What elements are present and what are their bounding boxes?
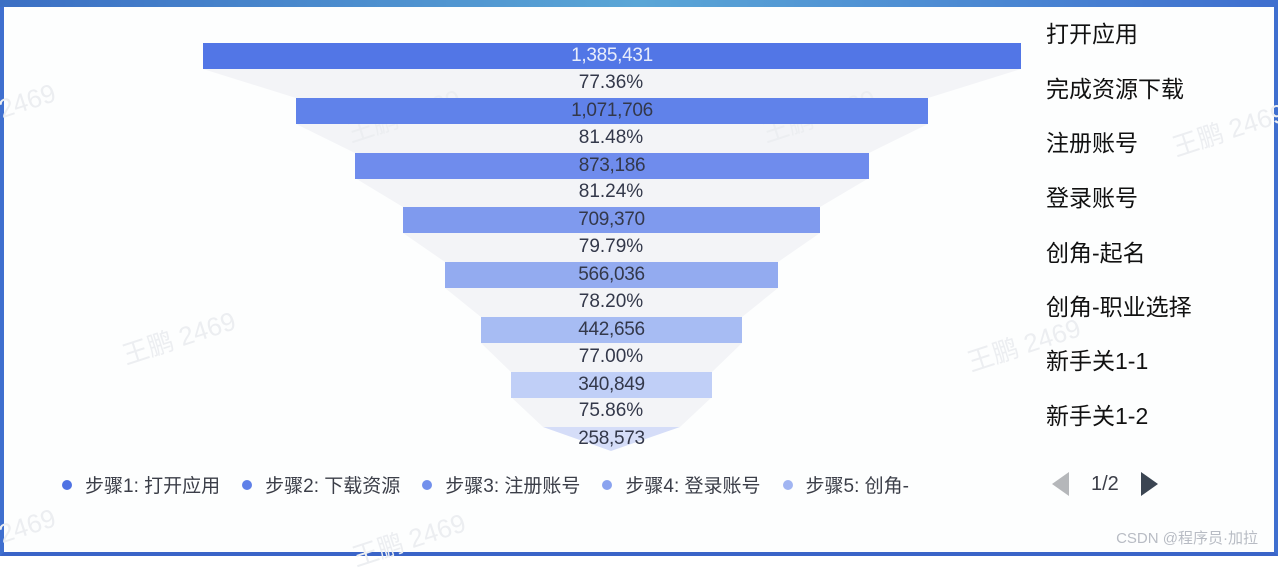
legend-pager: 1/2	[1052, 472, 1158, 496]
funnel-bar-4[interactable]: 709,370	[403, 207, 820, 233]
conversion-rate: 75.86%	[578, 400, 644, 421]
conversion-rate: 81.24%	[578, 181, 644, 202]
bar-value: 873,186	[578, 155, 646, 176]
legend-item-4[interactable]: 步骤4: 登录账号	[602, 471, 761, 498]
legend-dot-icon	[62, 479, 72, 490]
stage-label: 注册账号	[1046, 130, 1138, 156]
legend-dot-icon	[242, 479, 253, 490]
stage-label: 新手关1-1	[1046, 348, 1149, 374]
bar-value: 1,071,706	[571, 100, 653, 121]
bar-value: 566,036	[578, 264, 645, 285]
legend-dot-icon	[602, 479, 613, 490]
funnel-bar-6[interactable]: 442,656	[481, 317, 742, 343]
legend-label: 步骤1: 打开应用	[85, 476, 221, 497]
conversion-rate: 79.79%	[578, 236, 644, 257]
stage-label: 创角-职业选择	[1046, 294, 1192, 320]
funnel-bar-3[interactable]: 873,186	[355, 153, 869, 179]
legend-label: 步骤2: 下载资源	[265, 476, 401, 497]
legend-next-page-icon[interactable]	[1140, 472, 1158, 496]
funnel-bar-2[interactable]: 1,071,706	[296, 98, 928, 124]
bar-value: 1,385,431	[571, 45, 653, 66]
legend-dot-icon	[782, 479, 793, 490]
legend-item-5[interactable]: 步骤5: 创角-	[782, 471, 909, 498]
bar-value: 258,573	[578, 428, 645, 449]
stage-label: 创角-起名	[1046, 240, 1146, 266]
funnel-bar-7[interactable]: 340,849	[511, 372, 712, 398]
legend-label: 步骤5: 创角-	[805, 476, 909, 497]
legend-prev-page-icon[interactable]	[1052, 472, 1069, 496]
legend-dot-icon	[422, 479, 433, 490]
funnel-bar-1[interactable]: 1,385,431	[203, 43, 1021, 69]
funnel-bar-8-label: 258,573	[511, 426, 712, 452]
bar-value: 340,849	[578, 374, 645, 395]
credit-watermark: CSDN @程序员·加拉	[1116, 530, 1258, 547]
stage-label: 打开应用	[1046, 21, 1138, 47]
stage-label: 登录账号	[1046, 185, 1138, 211]
funnel-bar-5[interactable]: 566,036	[445, 262, 778, 288]
funnel-background	[0, 0, 1278, 556]
legend-item-1[interactable]: 步骤1: 打开应用	[62, 471, 220, 498]
legend-page-indicator: 1/2	[1091, 472, 1119, 495]
bar-value: 709,370	[578, 209, 645, 230]
stage-label: 完成资源下载	[1046, 76, 1184, 102]
conversion-rate: 78.20%	[578, 291, 644, 312]
bar-value: 442,656	[578, 319, 645, 340]
conversion-rate: 77.00%	[578, 346, 644, 367]
legend-item-3[interactable]: 步骤3: 注册账号	[422, 471, 580, 498]
funnel-bar-8[interactable]	[543, 427, 680, 451]
conversion-rate: 77.36%	[578, 72, 644, 93]
chart-legend: 步骤1: 打开应用 步骤2: 下载资源 步骤3: 注册账号 步骤4: 登录账号 …	[62, 471, 931, 498]
stage-label: 新手关1-2	[1046, 403, 1149, 429]
conversion-rate: 81.48%	[578, 127, 644, 148]
legend-item-2[interactable]: 步骤2: 下载资源	[242, 471, 400, 498]
legend-label: 步骤4: 登录账号	[625, 476, 761, 497]
legend-label: 步骤3: 注册账号	[445, 476, 581, 497]
